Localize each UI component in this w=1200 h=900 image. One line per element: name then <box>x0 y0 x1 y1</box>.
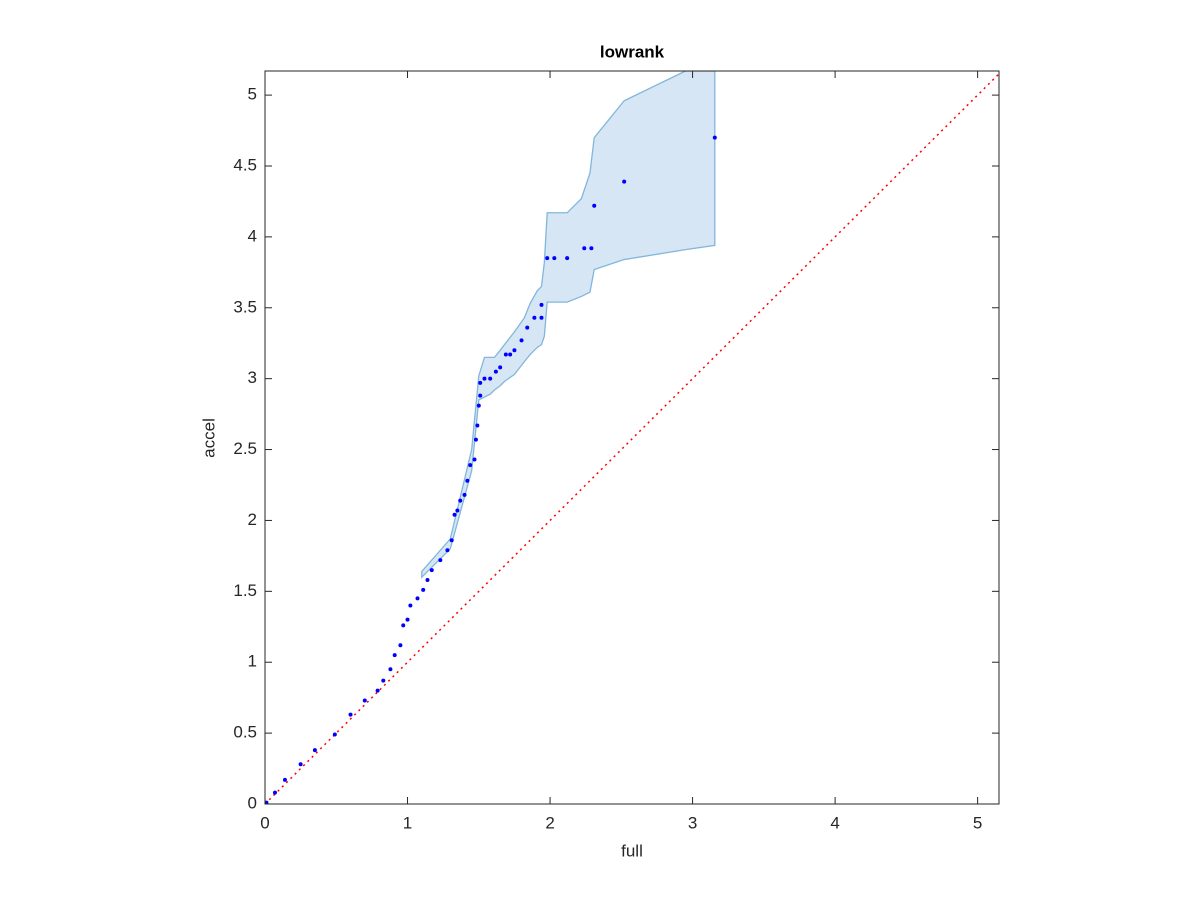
data-point <box>482 376 487 381</box>
data-point <box>381 678 386 683</box>
data-point <box>272 790 277 795</box>
data-point <box>458 498 463 503</box>
x-tick-label: 5 <box>973 813 982 832</box>
data-point <box>473 437 478 442</box>
data-point <box>362 698 367 703</box>
data-point <box>525 325 530 330</box>
chart-title: lowrank <box>600 42 665 61</box>
data-point <box>408 603 413 608</box>
data-point <box>265 800 269 804</box>
y-tick-label: 5 <box>248 85 257 104</box>
data-point <box>452 512 457 517</box>
data-point <box>493 369 498 374</box>
data-point <box>445 548 450 553</box>
data-point <box>415 596 420 601</box>
data-point <box>332 732 337 737</box>
y-tick-label: 2.5 <box>233 439 257 458</box>
reference-line <box>265 73 999 804</box>
y-tick-label: 3.5 <box>233 297 257 316</box>
data-point <box>348 712 353 717</box>
data-point <box>465 478 470 483</box>
data-point <box>519 338 524 343</box>
x-tick-label: 4 <box>830 813 839 832</box>
y-tick-label: 2 <box>248 510 257 529</box>
data-point <box>438 558 443 563</box>
x-tick-label: 2 <box>545 813 554 832</box>
data-point <box>392 653 397 658</box>
data-point <box>622 179 627 184</box>
data-point <box>421 587 426 592</box>
data-point <box>312 748 317 753</box>
y-tick-label: 4 <box>248 226 257 245</box>
data-point <box>375 688 380 693</box>
axes-box <box>264 70 1000 805</box>
y-tick-label: 0 <box>248 793 257 812</box>
data-point <box>539 315 544 320</box>
x-tick-label: 3 <box>688 813 697 832</box>
data-point <box>449 538 454 543</box>
data-point <box>282 777 287 782</box>
y-tick-label: 4.5 <box>233 155 257 174</box>
data-point <box>475 423 480 428</box>
data-point <box>582 246 587 251</box>
data-point <box>388 667 393 672</box>
data-point <box>488 376 493 381</box>
data-point <box>565 256 570 261</box>
y-tick-label: 3 <box>248 368 257 387</box>
data-point <box>478 393 483 398</box>
data-point <box>503 352 508 357</box>
y-tick-label: 0.5 <box>233 723 257 742</box>
y-tick-label: 1 <box>248 652 257 671</box>
data-point <box>498 365 503 370</box>
data-point <box>712 135 717 140</box>
data-point <box>552 256 557 261</box>
data-point <box>405 617 410 622</box>
confidence-band <box>421 71 716 579</box>
y-axis-label: accel <box>199 418 218 458</box>
x-axis-label: full <box>621 841 643 860</box>
data-point <box>476 403 481 408</box>
data-point <box>472 457 477 462</box>
data-point <box>589 246 594 251</box>
plot-area <box>265 71 999 804</box>
data-point <box>425 577 430 582</box>
data-point <box>508 352 513 357</box>
data-point <box>532 315 537 320</box>
y-tick-label: 1.5 <box>233 581 257 600</box>
data-point <box>539 302 544 307</box>
data-point <box>401 623 406 628</box>
data-point <box>478 380 483 385</box>
data-point <box>592 203 597 208</box>
data-point <box>468 463 473 468</box>
data-point <box>462 492 467 497</box>
data-point <box>455 508 460 513</box>
data-point <box>512 348 517 353</box>
x-tick-label: 1 <box>403 813 412 832</box>
data-point <box>298 762 303 767</box>
data-point <box>398 643 403 648</box>
x-tick-label: 0 <box>260 813 269 832</box>
data-point <box>545 256 550 261</box>
data-point <box>429 568 434 573</box>
